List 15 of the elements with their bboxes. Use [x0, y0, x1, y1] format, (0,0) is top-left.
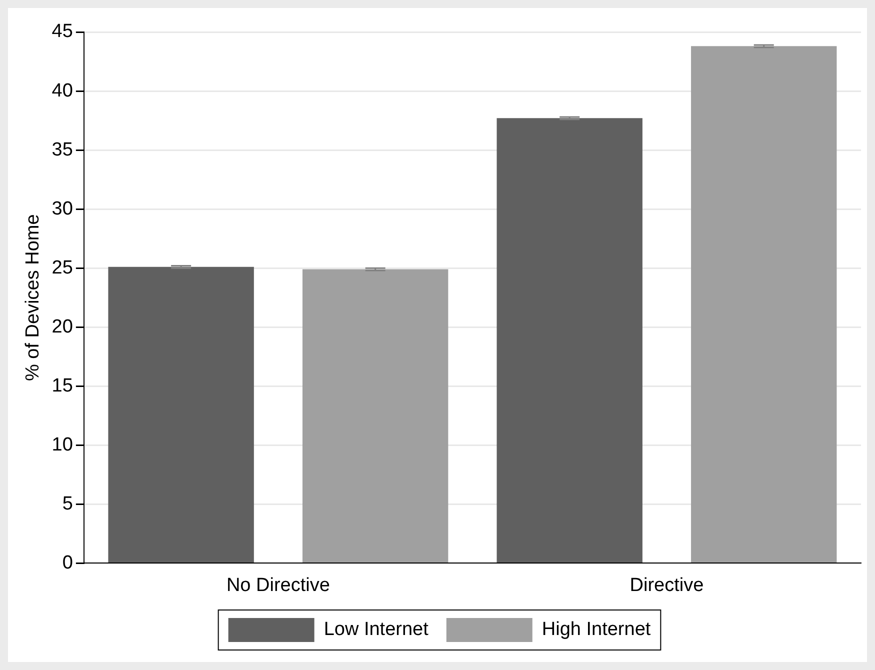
- y-tick-label: 0: [62, 552, 73, 574]
- y-tick-label: 30: [52, 198, 73, 220]
- y-tick-label: 5: [62, 493, 73, 514]
- legend-label: Low Internet: [324, 619, 430, 640]
- y-tick-label: 15: [52, 375, 73, 396]
- y-tick-label: 35: [52, 139, 73, 160]
- y-tick-label: 45: [52, 21, 73, 42]
- x-tick-label: No Directive: [226, 574, 330, 596]
- y-axis-title: % of Devices Home: [22, 214, 44, 382]
- y-tick-label: 40: [52, 80, 73, 102]
- y-tick-label: 10: [52, 434, 73, 456]
- y-tick-label: 20: [52, 316, 73, 338]
- y-tick-label: 25: [52, 257, 73, 278]
- x-tick-label: Directive: [630, 574, 704, 596]
- legend-label: High Internet: [542, 619, 652, 640]
